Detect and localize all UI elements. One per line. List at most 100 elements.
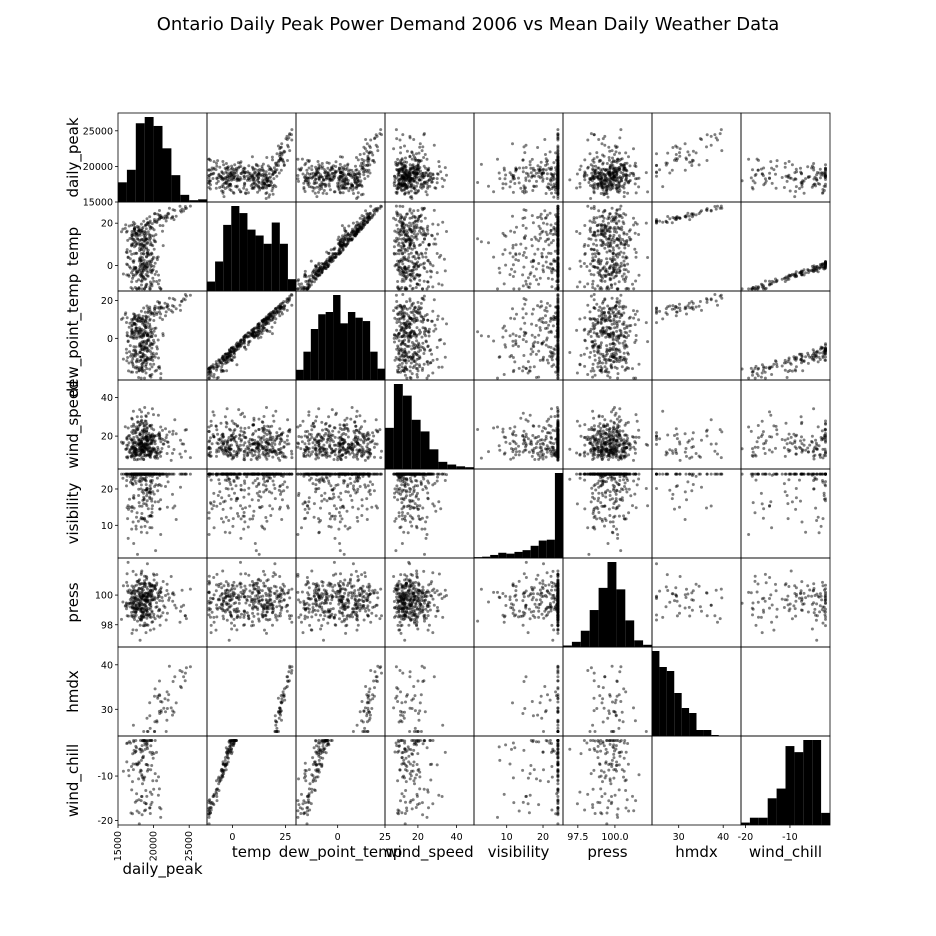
scatter-point [144, 342, 148, 346]
scatter-point [556, 221, 560, 224]
scatter-point [140, 287, 144, 291]
scatter-point [608, 234, 612, 238]
scatter-point [658, 219, 662, 223]
scatter-point [134, 345, 138, 349]
scatter-point [125, 248, 129, 252]
scatter-point [278, 147, 282, 151]
scatter-point [251, 330, 255, 334]
scatter-point [533, 235, 537, 239]
scatter-point [622, 186, 626, 190]
histogram-bar [189, 200, 199, 202]
scatter-point [209, 374, 213, 378]
scatter-point [596, 260, 600, 264]
scatter-point [661, 220, 665, 224]
scatter-point [534, 184, 538, 188]
scatter-point [342, 185, 346, 189]
scatter-point [304, 161, 308, 165]
scatter-point [599, 275, 603, 279]
scatter-point [556, 235, 560, 239]
scatter-point [135, 336, 139, 340]
scatter-point [540, 172, 544, 176]
scatter-point [133, 348, 137, 352]
scatter-point [658, 168, 662, 172]
scatter-point [592, 133, 596, 137]
scatter-point [608, 244, 612, 248]
scatter-point [619, 204, 623, 208]
scatter-point [405, 239, 408, 242]
scatter-point [128, 344, 132, 348]
scatter-point [770, 279, 774, 283]
scatter-point [813, 175, 817, 179]
scatter-point [612, 233, 616, 237]
scatter-point [556, 153, 560, 157]
scatter-point [153, 212, 156, 216]
scatter-point [126, 339, 130, 343]
scatter-point [155, 270, 158, 274]
scatter-point [596, 251, 600, 255]
scatter-point [550, 285, 554, 289]
scatter-point [425, 193, 429, 197]
scatter-point [394, 128, 398, 132]
scatter-point [599, 259, 603, 262]
scatter-point [223, 181, 227, 185]
scatter-point [556, 138, 560, 142]
scatter-point [129, 354, 132, 358]
scatter-point [267, 172, 271, 176]
scatter-point [600, 223, 604, 227]
scatter-point [346, 240, 350, 244]
scatter-point [634, 165, 638, 168]
scatter-point [161, 229, 164, 233]
scatter-point [132, 312, 136, 316]
scatter-point [556, 188, 560, 192]
scatter-point [603, 231, 607, 235]
scatter-point [341, 191, 345, 195]
scatter-point [402, 229, 406, 233]
scatter-point [513, 270, 517, 274]
scatter-point [441, 185, 445, 189]
scatter-point [437, 165, 441, 168]
scatter-point [622, 272, 626, 276]
scatter-point [416, 159, 420, 162]
scatter-point [408, 243, 412, 247]
scatter-point [260, 327, 264, 331]
scatter-point [320, 271, 324, 275]
scatter-point [256, 172, 260, 176]
scatter-point [282, 149, 286, 153]
scatter-point [407, 256, 411, 259]
scatter-point [614, 150, 618, 154]
scatter-point [556, 243, 560, 247]
scatter-point [246, 331, 250, 335]
scatter-point [140, 279, 144, 283]
scatter-point [261, 178, 265, 182]
scatter-point [605, 162, 609, 165]
scatter-point [345, 234, 349, 238]
scatter-point [324, 169, 328, 173]
scatter-point [141, 354, 145, 358]
scatter-point [423, 267, 427, 270]
scatter-point [275, 168, 279, 172]
scatter-point [610, 286, 614, 289]
scatter-point [604, 269, 608, 273]
scatter-point [317, 266, 321, 270]
scatter-point [626, 270, 630, 274]
scatter-point [583, 172, 587, 176]
scatter-point [134, 266, 138, 270]
scatter-point [498, 177, 502, 181]
scatter-point [615, 145, 619, 149]
scatter-point [353, 173, 357, 177]
histogram-bar [231, 206, 240, 291]
scatter-point [407, 359, 411, 363]
scatter-point [605, 257, 609, 261]
scatter-point [238, 345, 242, 349]
scatter-point [618, 189, 622, 192]
histogram-bar [362, 321, 371, 380]
scatter-point [224, 170, 228, 174]
scatter-point [138, 233, 142, 237]
scatter-point [142, 306, 146, 310]
scatter-point [324, 176, 328, 179]
histogram-bar [333, 295, 341, 380]
scatter-point [545, 162, 549, 166]
scatter-point [405, 229, 409, 233]
scatter-point [429, 275, 433, 279]
scatter-point [221, 160, 225, 163]
